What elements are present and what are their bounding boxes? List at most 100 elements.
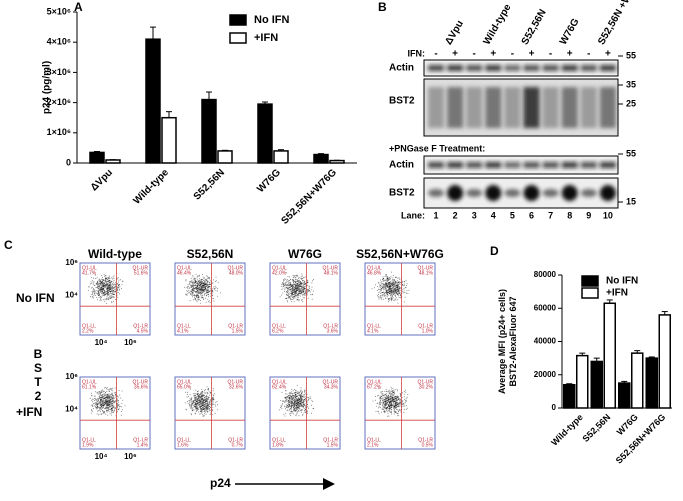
event-dot: [204, 288, 206, 290]
event-dot: [397, 282, 399, 284]
event-dot: [191, 404, 193, 406]
event-dot: [301, 292, 302, 294]
event-dot: [303, 291, 304, 293]
event-dot: [208, 405, 209, 407]
event-dot: [402, 401, 404, 403]
event-dot: [387, 405, 389, 407]
event-dot: [383, 402, 385, 404]
event-dot: [106, 394, 108, 395]
event-dot: [109, 280, 111, 282]
event-dot: [208, 296, 209, 298]
event-dot: [378, 296, 380, 298]
event-dot: [307, 397, 309, 399]
event-dot: [387, 396, 389, 398]
event-dot: [392, 277, 394, 279]
event-dot: [293, 275, 295, 277]
event-dot: [94, 278, 96, 279]
event-dot: [381, 395, 383, 397]
event-dot: [214, 404, 216, 406]
event-dot: [204, 389, 205, 391]
event-dot: [110, 389, 112, 391]
quadrant-percent: 1.0%: [422, 328, 434, 334]
event-dot: [188, 281, 190, 283]
event-dot: [378, 413, 380, 415]
event-dot: [305, 285, 307, 287]
event-dot: [114, 291, 115, 293]
event-dot: [395, 285, 397, 287]
event-dot: [205, 301, 207, 303]
event-dot: [105, 405, 107, 406]
event-dot: [286, 291, 288, 293]
event-dot: [205, 411, 206, 413]
event-dot: [208, 404, 210, 406]
event-dot: [374, 399, 376, 401]
event-dot: [91, 395, 93, 397]
event-dot: [199, 402, 201, 404]
event-dot: [290, 401, 292, 403]
event-dot: [106, 291, 108, 293]
event-dot: [298, 284, 300, 286]
event-dot: [94, 402, 96, 404]
event-dot: [117, 296, 119, 298]
event-dot: [385, 279, 387, 281]
event-dot: [399, 292, 401, 294]
event-dot: [212, 409, 214, 411]
event-dot: [118, 289, 120, 291]
event-dot: [194, 298, 196, 300]
event-dot: [107, 414, 109, 416]
event-dot: [200, 405, 202, 407]
legend-label: No IFN: [254, 14, 289, 26]
event-dot: [391, 297, 393, 299]
event-dot: [101, 284, 103, 286]
event-dot: [388, 400, 390, 402]
event-dot: [294, 392, 296, 394]
event-dot: [184, 402, 186, 404]
event-dot: [191, 289, 193, 291]
event-dot: [101, 404, 103, 406]
event-dot: [382, 406, 384, 408]
event-dot: [113, 392, 115, 394]
bar: [257, 103, 273, 164]
quadrant-percent: 0.5%: [422, 442, 434, 448]
event-dot: [96, 399, 98, 401]
event-dot: [394, 391, 396, 393]
event-dot: [403, 283, 405, 285]
event-dot: [110, 293, 112, 294]
event-dot: [291, 398, 293, 400]
event-dot: [390, 294, 392, 296]
event-dot: [190, 405, 192, 407]
event-dot: [380, 392, 382, 394]
event-dot: [121, 284, 123, 286]
event-dot: [112, 387, 114, 389]
event-dot: [100, 291, 102, 293]
event-dot: [290, 401, 292, 403]
event-dot: [297, 406, 299, 408]
lane-number: 2: [453, 210, 458, 220]
event-dot: [201, 388, 203, 390]
event-dot: [284, 397, 285, 399]
event-dot: [387, 406, 389, 408]
event-dot: [292, 291, 294, 292]
event-dot: [95, 399, 97, 401]
event-dot: [100, 400, 102, 402]
event-dot: [192, 287, 194, 288]
event-dot: [392, 405, 394, 407]
smear: [542, 87, 559, 128]
event-dot: [199, 302, 201, 304]
event-dot: [100, 391, 102, 393]
event-dot: [113, 294, 115, 296]
event-dot: [211, 297, 213, 299]
event-dot: [284, 415, 286, 417]
event-dot: [121, 390, 123, 392]
event-dot: [305, 390, 307, 392]
event-dot: [117, 285, 119, 287]
event-dot: [387, 279, 389, 281]
event-dot: [387, 413, 389, 415]
event-dot: [204, 283, 206, 285]
event-dot: [313, 290, 314, 292]
event-dot: [295, 277, 297, 279]
event-dot: [406, 283, 408, 285]
event-dot: [189, 388, 191, 390]
event-dot: [186, 396, 188, 398]
size-marker: 25: [626, 98, 636, 108]
